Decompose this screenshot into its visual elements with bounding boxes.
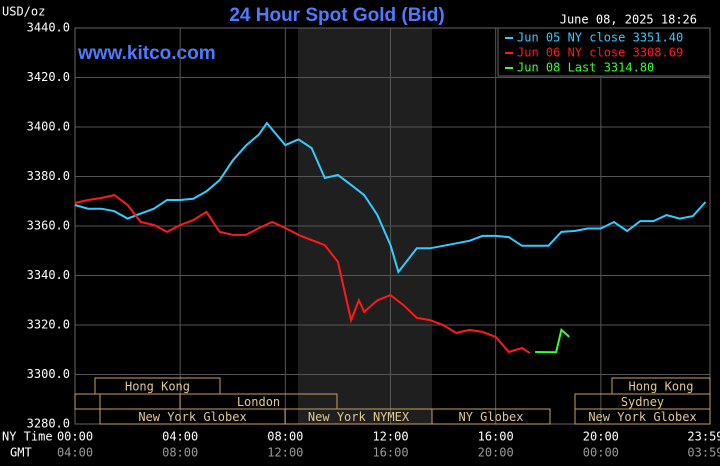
session-label: New York Globex (588, 410, 696, 424)
session-bar (94, 377, 221, 395)
session-label: New York Globex (138, 410, 246, 424)
x-tick-label: 08:00 (267, 430, 303, 444)
x2-tick-label: 12:00 (267, 446, 303, 460)
unit-label: USD/oz (2, 5, 45, 19)
y-tick-label: 3440.0 (27, 21, 70, 35)
x2-tick-label: 00:00 (583, 446, 619, 460)
session-label: NY Globex (458, 410, 523, 424)
watermark: www.kitco.com (77, 43, 216, 64)
session-label: New York NYMEX (308, 410, 410, 424)
y-tick-label: 3300.0 (27, 367, 70, 381)
session-label: Sydney (621, 395, 664, 409)
timestamp: June 08, 2025 18:26 (560, 13, 697, 27)
y-tick-label: 3340.0 (27, 268, 70, 282)
series-line (74, 121, 707, 275)
x-tick-label: 12:00 (372, 430, 408, 444)
y-tick-label: 3360.0 (27, 219, 70, 233)
session-bar (431, 408, 551, 425)
legend-label: Jun 05 NY close 3351.40 (517, 31, 683, 45)
y-tick-label: 3320.0 (27, 318, 70, 332)
x-tick-label: 20:00 (583, 430, 619, 444)
session-bar (574, 408, 711, 425)
x2-tick-label: 20:00 (478, 446, 514, 460)
series-line (535, 328, 570, 354)
legend-label: Jun 08 Last 3314.80 (517, 61, 654, 75)
series-line (74, 194, 531, 354)
y-tick-label: 3280.0 (27, 417, 70, 431)
x-axis-label: NY Time (2, 430, 53, 444)
x2-tick-label: 08:00 (162, 446, 198, 460)
session-label: Hong Kong (125, 380, 190, 394)
y-tick-label: 3400.0 (27, 120, 70, 134)
x2-tick-label: 03:59 (687, 446, 720, 460)
session-bar (74, 393, 101, 410)
y-tick-label: 3380.0 (27, 169, 70, 183)
x-tick-label: 16:00 (478, 430, 514, 444)
x2-tick-label: 04:00 (57, 446, 93, 460)
y-tick-label: 3420.0 (27, 70, 70, 84)
x-tick-label: 00:00 (57, 430, 93, 444)
chart-title: 24 Hour Spot Gold (Bid) (229, 5, 444, 26)
session-label: London (237, 395, 280, 409)
x2-axis-label: GMT (10, 446, 32, 460)
x-tick-label: 23:59 (687, 430, 720, 444)
x2-tick-label: 16:00 (372, 446, 408, 460)
legend-box (497, 27, 711, 77)
legend-label: Jun 06 NY close 3308.69 (517, 46, 683, 60)
x-tick-label: 04:00 (162, 430, 198, 444)
session-label: Hong Kong (628, 380, 693, 394)
